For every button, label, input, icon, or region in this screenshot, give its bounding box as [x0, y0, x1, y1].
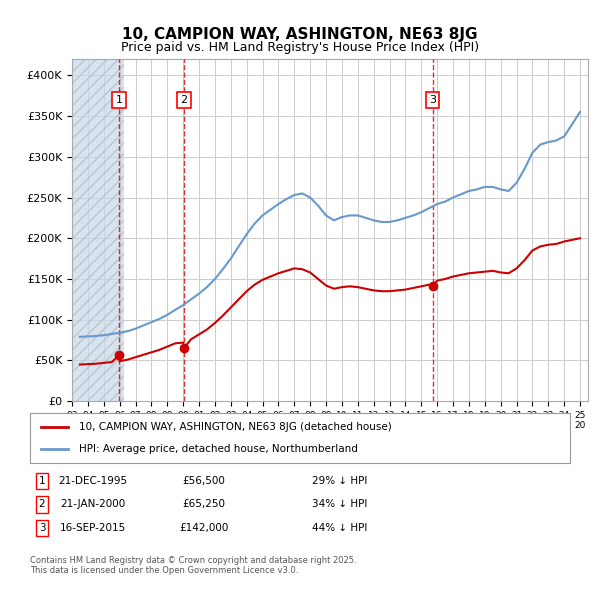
Text: 3: 3 [429, 95, 436, 105]
Text: 10, CAMPION WAY, ASHINGTON, NE63 8JG: 10, CAMPION WAY, ASHINGTON, NE63 8JG [122, 27, 478, 41]
Text: £65,250: £65,250 [182, 500, 226, 509]
Text: 16-SEP-2015: 16-SEP-2015 [60, 523, 126, 533]
Text: 3: 3 [38, 523, 46, 533]
Text: 10, CAMPION WAY, ASHINGTON, NE63 8JG (detached house): 10, CAMPION WAY, ASHINGTON, NE63 8JG (de… [79, 422, 391, 432]
Text: 29% ↓ HPI: 29% ↓ HPI [312, 476, 367, 486]
Text: 21-JAN-2000: 21-JAN-2000 [61, 500, 125, 509]
Text: 2: 2 [181, 95, 188, 105]
Text: 34% ↓ HPI: 34% ↓ HPI [312, 500, 367, 509]
Text: Price paid vs. HM Land Registry's House Price Index (HPI): Price paid vs. HM Land Registry's House … [121, 41, 479, 54]
Text: £142,000: £142,000 [179, 523, 229, 533]
Text: 44% ↓ HPI: 44% ↓ HPI [312, 523, 367, 533]
Text: HPI: Average price, detached house, Northumberland: HPI: Average price, detached house, Nort… [79, 444, 358, 454]
Text: 2: 2 [38, 500, 46, 509]
Text: £56,500: £56,500 [182, 476, 226, 486]
Text: Contains HM Land Registry data © Crown copyright and database right 2025.
This d: Contains HM Land Registry data © Crown c… [30, 556, 356, 575]
Text: 1: 1 [116, 95, 122, 105]
Text: 21-DEC-1995: 21-DEC-1995 [58, 476, 128, 486]
Text: 1: 1 [38, 476, 46, 486]
